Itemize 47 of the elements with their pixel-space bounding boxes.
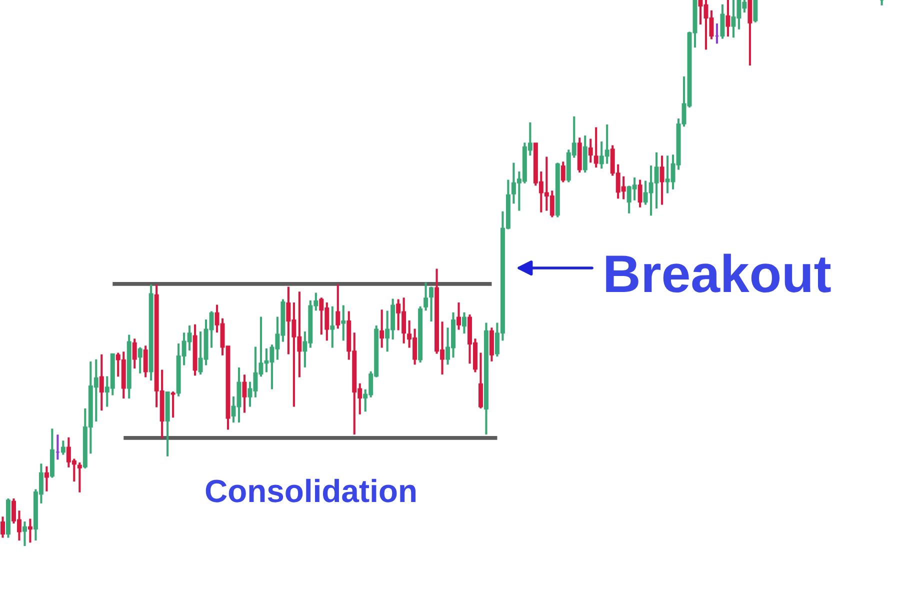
candlestick (753, 0, 758, 22)
candlestick (555, 162, 560, 218)
candlestick (726, 0, 730, 37)
candlestick (143, 346, 148, 378)
candlestick (429, 286, 434, 322)
candlestick (0, 516, 5, 538)
candlestick (418, 306, 423, 362)
annotation: Consolidation (206, 478, 416, 502)
candlestick (336, 284, 340, 329)
candlestick (577, 138, 582, 172)
annotation: Breakout (606, 254, 831, 293)
candlestick (165, 392, 170, 456)
candlestick (330, 306, 335, 348)
candlestick (55, 434, 60, 460)
candlestick (380, 310, 384, 348)
candlestick (148, 284, 154, 380)
candlestick (456, 302, 461, 330)
candlestick (748, 0, 752, 66)
candlestick (720, 4, 725, 39)
candlestick (44, 466, 49, 492)
candlestick (50, 428, 54, 478)
candlestick (714, 24, 720, 44)
candlestick (22, 521, 27, 546)
candlestick (588, 138, 593, 163)
candlestick (660, 156, 664, 205)
candlestick (60, 440, 66, 455)
candlestick (6, 498, 10, 538)
candlestick (170, 392, 176, 418)
candlestick (594, 127, 598, 168)
candlestick (77, 462, 82, 492)
candlestick (484, 322, 488, 435)
candlestick (582, 135, 588, 172)
candlestick (638, 180, 642, 208)
candlestick (424, 282, 428, 311)
candlestick (462, 312, 466, 334)
candlestick (132, 338, 137, 368)
candlestick (28, 518, 32, 543)
candlestick (192, 324, 198, 376)
candlestick (126, 334, 132, 399)
candlestick (99, 354, 104, 411)
candlestick (138, 347, 142, 374)
candlestick (242, 374, 247, 413)
candlestick (880, 0, 884, 6)
candlestick (478, 352, 483, 408)
candlestick (341, 305, 346, 341)
candlestick (489, 328, 494, 362)
candlestick (560, 162, 566, 182)
